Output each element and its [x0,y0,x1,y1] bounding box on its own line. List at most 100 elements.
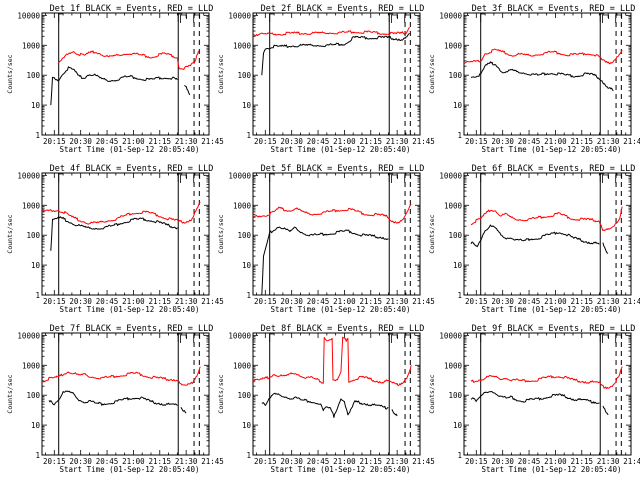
plot-frame [252,12,421,136]
chart-panel-4: Det 4f BLACK = Events, RED = LLD Counts/s… [6,164,224,314]
x-tick-label: 21:45 [201,297,224,306]
y-axis-label: Counts/sec [428,374,436,413]
y-tick-label: 10 [242,421,252,430]
event-marker [404,14,412,23]
x-axis-label: Start Time (01-Sep-12 20:05:40) [482,305,622,314]
series-group [253,336,412,418]
chart-panel-9: Det 9f BLACK = Events, RED = LLD Counts/s… [428,324,640,474]
chart-panel-3: Det 3f BLACK = Events, RED = LLD Counts/s… [428,4,640,154]
y-tick-label: 10000 [17,11,40,20]
event-marker [388,13,394,22]
x-tick-label: 20:15 [254,137,277,146]
x-tick-label: 21:45 [412,457,435,466]
y-tick-label: 10000 [439,331,462,340]
y-tick-label: 1 [246,131,251,140]
x-tick-label: 20:45 [96,457,119,466]
x-tick-label: 21:45 [201,137,224,146]
x-tick-label: 20:15 [465,457,488,466]
series-line-red [42,201,201,225]
y-tick-label: 10000 [228,11,251,20]
y-tick-label: 100 [448,391,462,400]
plot-frame [252,172,421,296]
y-tick-label: 1000 [22,361,41,370]
event-marker [615,334,623,343]
x-tick-label: 20:45 [307,137,330,146]
x-tick-label: 20:30 [491,137,514,146]
event-marker [58,173,63,182]
y-tick-label: 1000 [444,361,463,370]
x-tick-label: 21:00 [122,297,145,306]
y-tick-label: 10000 [228,331,251,340]
x-tick-label: 20:45 [307,457,330,466]
x-tick-label: 20:15 [43,457,66,466]
chart-title: Det 2f BLACK = Events, RED = LLD [261,4,425,14]
y-tick-label: 10000 [228,171,251,180]
x-tick-label: 21:00 [544,457,567,466]
x-tick-label: 20:30 [280,297,303,306]
chart-title: Det 6f BLACK = Events, RED = LLD [472,164,636,174]
event-marker [615,14,623,23]
x-tick-label: 21:45 [412,297,435,306]
y-tick-label: 10 [453,101,463,110]
series-line-red [253,27,410,37]
chart-title: Det 3f BLACK = Events, RED = LLD [472,4,636,14]
event-marker [58,333,63,342]
y-tick-label: 10 [242,261,252,270]
x-tick-label: 21:00 [544,137,567,146]
y-tick-label: 100 [448,231,462,240]
x-tick-label: 21:15 [570,137,593,146]
series-line-red [464,48,623,65]
x-tick-label: 20:30 [491,457,514,466]
event-marker [615,174,623,183]
event-marker [180,334,187,343]
x-tick-label: 20:30 [69,297,92,306]
chart-panel-8: Det 8f BLACK = Events, RED = LLD Counts/s… [217,324,435,474]
series-group [50,50,199,106]
series-line-red [253,203,412,224]
plot-frame [41,172,210,296]
event-marker [177,13,183,22]
y-tick-label: 1 [35,131,40,140]
y-tick-label: 10000 [439,11,462,20]
x-tick-label: 21:30 [175,297,198,306]
x-tick-label: 21:15 [570,457,593,466]
y-tick-label: 10 [453,261,463,270]
series-line-red [42,366,201,386]
x-tick-label: 21:30 [175,137,198,146]
x-tick-label: 21:45 [623,457,640,466]
x-tick-label: 20:30 [69,457,92,466]
x-tick-label: 21:15 [359,457,382,466]
x-tick-label: 20:15 [254,297,277,306]
x-axis-label: Start Time (01-Sep-12 20:05:40) [482,145,622,154]
x-tick-label: 21:00 [333,297,356,306]
x-axis-label: Start Time (01-Sep-12 20:05:40) [271,305,411,314]
x-tick-label: 21:45 [201,457,224,466]
series-line-black [470,224,600,248]
event-marker [602,334,609,343]
event-marker [602,174,609,183]
series-line-black [261,33,410,76]
y-axis-label: Counts/sec [6,374,14,413]
y-axis-label: Counts/sec [6,54,14,93]
x-tick-label: 21:15 [570,297,593,306]
event-marker [180,14,187,23]
x-axis-label: Start Time (01-Sep-12 20:05:40) [60,305,200,314]
y-tick-label: 1 [457,291,462,300]
y-axis-label: Counts/sec [6,214,14,253]
y-tick-label: 1000 [233,361,252,370]
chart-title: Det 9f BLACK = Events, RED = LLD [472,324,636,334]
x-tick-label: 21:30 [175,457,198,466]
x-tick-label: 21:15 [148,137,171,146]
y-tick-label: 10000 [17,331,40,340]
series-group [470,366,623,416]
chart-title: Det 5f BLACK = Events, RED = LLD [261,164,425,174]
x-tick-label: 21:30 [597,137,620,146]
y-tick-label: 10 [453,421,463,430]
series-line-black [261,392,389,418]
event-marker [480,13,485,22]
event-marker [404,334,412,343]
x-tick-label: 21:15 [359,297,382,306]
series-line-black [602,405,609,416]
x-tick-label: 20:30 [69,137,92,146]
x-tick-label: 21:15 [148,457,171,466]
